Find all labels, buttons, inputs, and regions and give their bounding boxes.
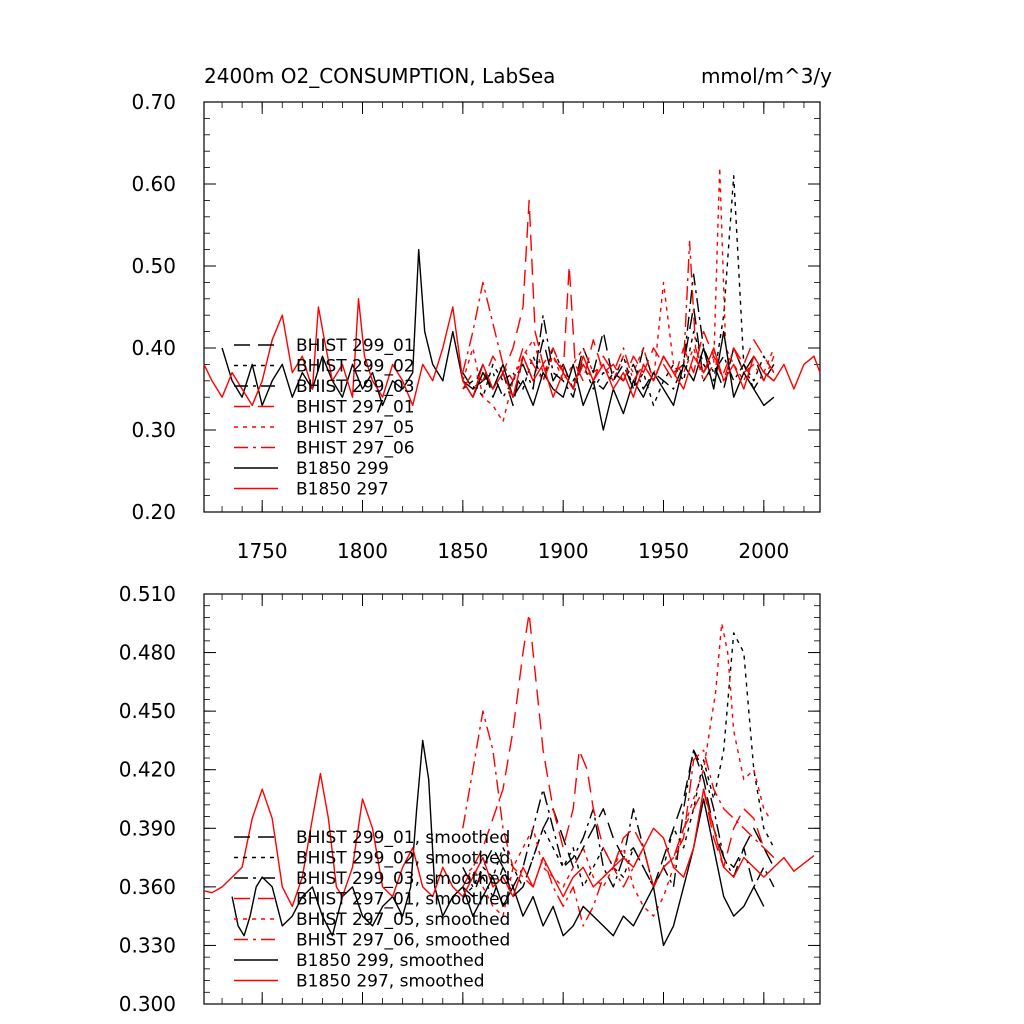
- bottom-axis-ticks: 0.300 0.330 0.360 0.390 0.420 0.450 0.480 0.510: [119, 582, 820, 1016]
- legend-label: B1850 297, smoothed: [296, 972, 485, 992]
- y-tick-label: 0.510: [119, 582, 176, 606]
- series-line-bhist-299-03-smoothed: [462, 749, 775, 898]
- legend-label: BHIST 299_03: [296, 377, 415, 397]
- y-tick-label: 0.450: [119, 699, 176, 723]
- legend-label: BHIST 297_06: [296, 439, 415, 459]
- top-series-group: [203, 166, 821, 431]
- y-tick-label: 0.480: [119, 641, 176, 665]
- y-tick-label: 0.360: [119, 875, 176, 899]
- y-tick-label: 0.60: [131, 172, 176, 196]
- legend-label: BHIST 297_05, smoothed: [296, 910, 510, 930]
- y-tick-label: 0.70: [131, 90, 176, 114]
- legend-label: BHIST 297_01: [296, 398, 415, 418]
- chart-title: 2400m O2_CONSUMPTION, LabSea: [204, 64, 555, 88]
- x-tick-label: 2000: [738, 539, 789, 563]
- x-tick-label: 1750: [237, 539, 288, 563]
- series-line-bhist-299-01: [462, 306, 775, 407]
- legend-label: B1850 299: [296, 459, 389, 479]
- series-line-bhist-297-01-smoothed: [462, 612, 775, 888]
- top-axis-ticks: 0.20 0.30 0.40 0.50 0.60 0.70 1750 1800 1850 1900…: [131, 90, 820, 563]
- legend-label: BHIST 299_03, smoothed: [296, 869, 510, 889]
- top-panel: 2400m O2_CONSUMPTION, LabSea mmol/m^3/y …: [131, 64, 832, 563]
- x-tick-label: 1850: [437, 539, 488, 563]
- legend-label: BHIST 297_05: [296, 418, 415, 438]
- series-line-b1850-297: [203, 298, 821, 407]
- y-tick-label: 0.300: [119, 992, 176, 1016]
- x-tick-label: 1800: [337, 539, 388, 563]
- legend-label: BHIST 297_01, smoothed: [296, 890, 510, 910]
- y-tick-label: 0.40: [131, 336, 176, 360]
- legend-label: BHIST 299_01, smoothed: [296, 828, 510, 848]
- series-line-bhist-297-06-smoothed: [462, 710, 775, 927]
- y-tick-label: 0.20: [131, 500, 176, 524]
- series-line-bhist-299-02-smoothed: [462, 632, 775, 898]
- series-line-b1850-297-smoothed: [203, 772, 815, 908]
- legend-label: BHIST 299_02: [296, 357, 415, 377]
- y-tick-label: 0.420: [119, 758, 176, 782]
- series-line-bhist-297-06: [462, 240, 775, 390]
- series-line-bhist-297-05: [462, 166, 775, 423]
- legend-label: BHIST 299_01: [296, 336, 415, 356]
- y-tick-label: 0.30: [131, 418, 176, 442]
- top-plot-frame: [203, 101, 821, 513]
- y-tick-label: 0.50: [131, 254, 176, 278]
- legend-label: BHIST 299_02, smoothed: [296, 849, 510, 869]
- series-line-bhist-299-03: [462, 273, 775, 398]
- y-tick-label: 0.330: [119, 933, 176, 957]
- bottom-panel: 0.300 0.330 0.360 0.390 0.420 0.450 0.480 0.510…: [119, 582, 821, 1016]
- series-line-b1850-299-smoothed: [231, 739, 765, 947]
- bottom-plot-frame: [203, 593, 821, 1005]
- units-label: mmol/m^3/y: [701, 64, 832, 88]
- y-tick-label: 0.390: [119, 816, 176, 840]
- series-line-bhist-297-05-smoothed: [462, 622, 771, 917]
- legend-label: B1850 297: [296, 480, 389, 500]
- bottom-series-group: [203, 612, 815, 947]
- x-tick-label: 1950: [638, 539, 689, 563]
- x-tick-label: 1900: [538, 539, 589, 563]
- legend-label: B1850 299, smoothed: [296, 951, 485, 971]
- legend-label: BHIST 297_06, smoothed: [296, 931, 510, 951]
